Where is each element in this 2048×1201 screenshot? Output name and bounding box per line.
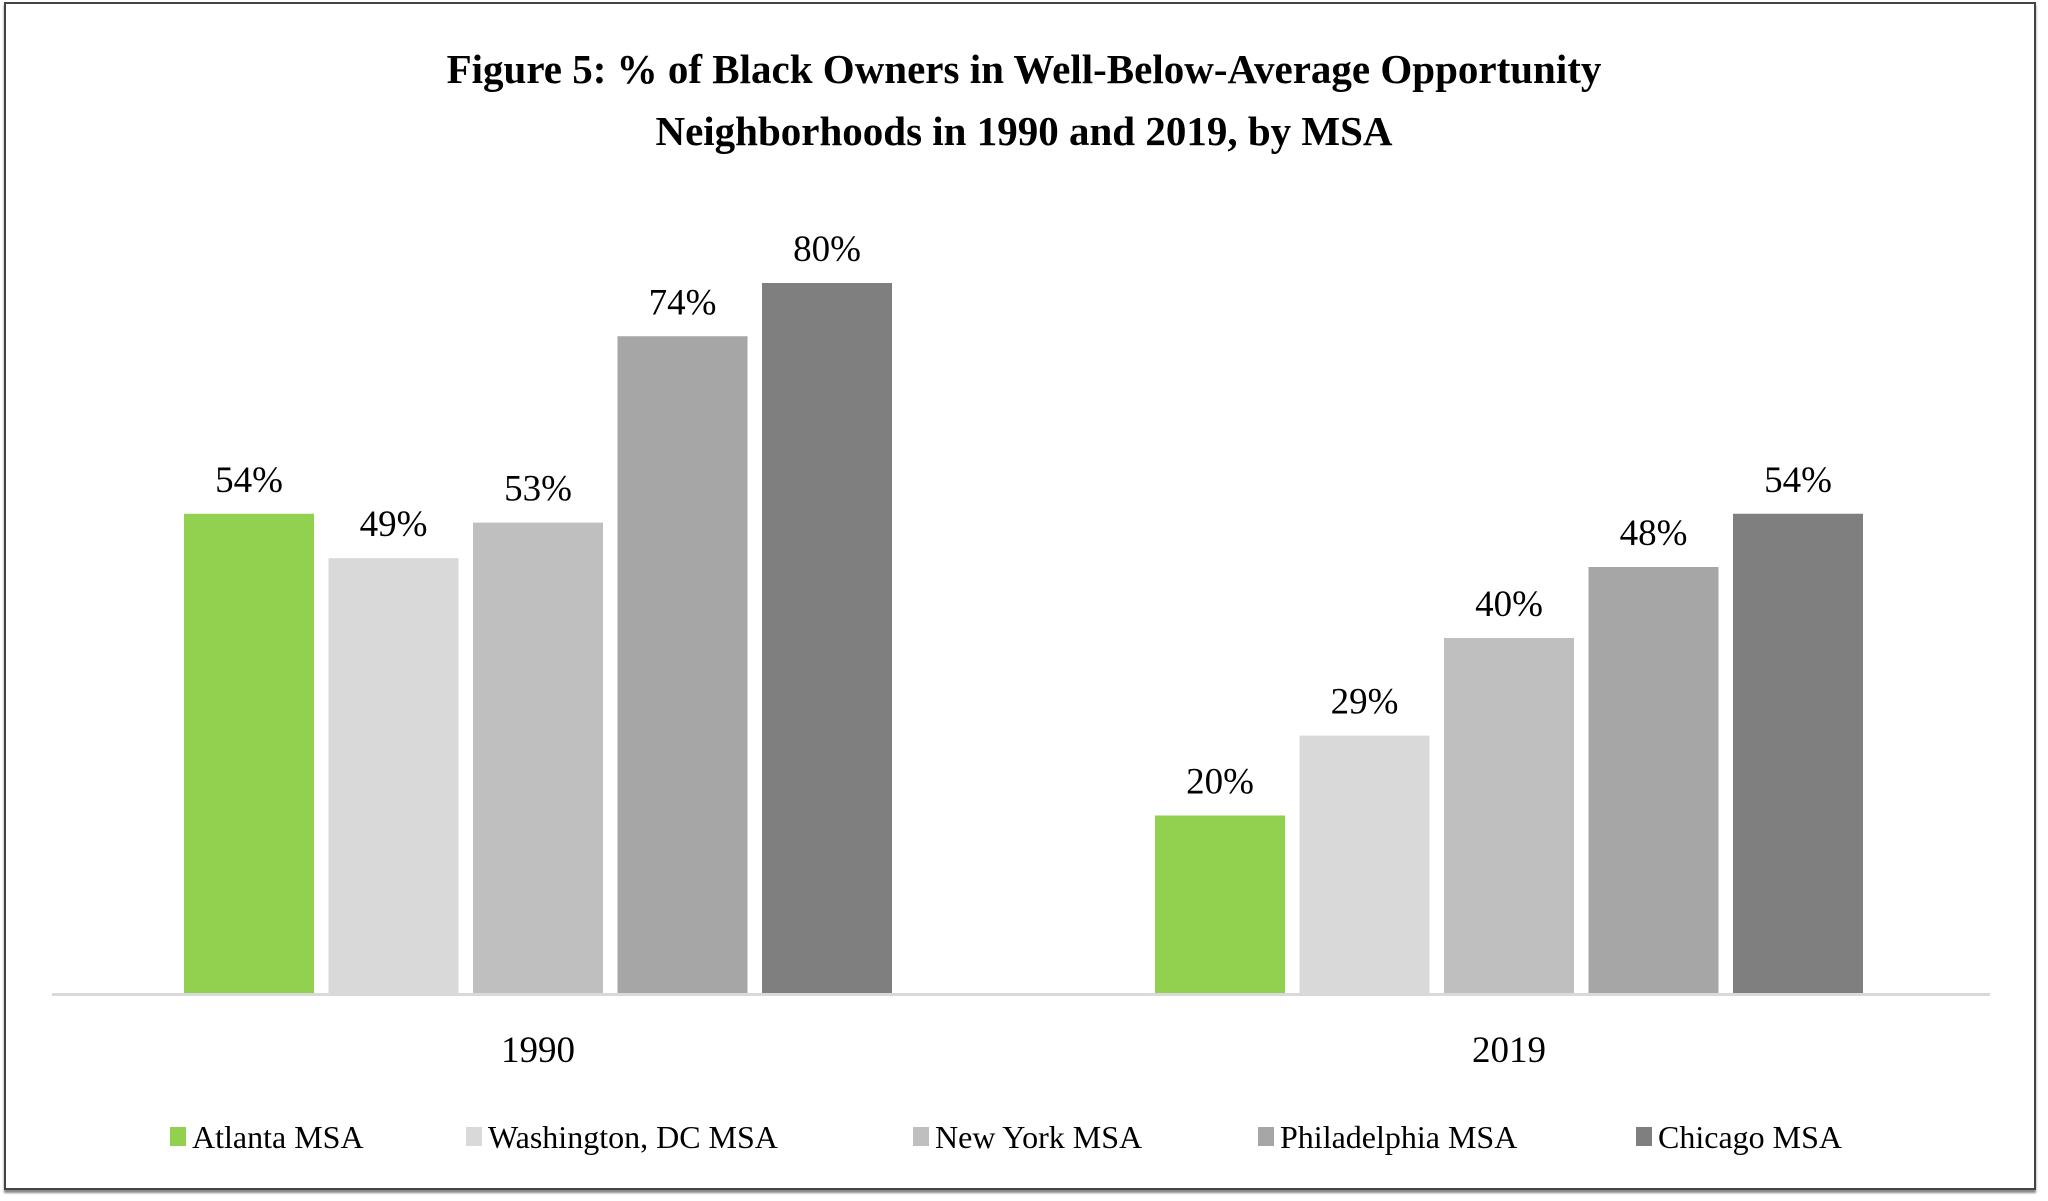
- chart-frame: [4, 2, 2036, 1190]
- data-label: 80%: [793, 229, 861, 270]
- chart-title: Figure 5: % of Black Owners in Well-Belo…: [0, 38, 2048, 162]
- legend-label: New York MSA: [935, 1119, 1142, 1155]
- bar: [1588, 567, 1719, 993]
- bar: [1733, 513, 1863, 993]
- legend-label: Philadelphia MSA: [1280, 1119, 1517, 1155]
- data-label: 20%: [1186, 762, 1254, 803]
- legend-marker: [913, 1127, 929, 1146]
- data-label: 74%: [649, 282, 717, 323]
- legend-marker: [1636, 1127, 1652, 1146]
- legend-label: Atlanta MSA: [192, 1119, 364, 1155]
- legend-marker: [1258, 1127, 1274, 1146]
- legend-marker: [466, 1127, 482, 1146]
- bar: [1444, 638, 1574, 993]
- legend-label: Chicago MSA: [1658, 1119, 1842, 1155]
- legend-marker: [170, 1127, 186, 1146]
- chart-title-line-2: Neighborhoods in 1990 and 2019, by MSA: [655, 108, 1393, 154]
- bar: [328, 558, 459, 993]
- data-label: 48%: [1620, 513, 1688, 554]
- bar: [762, 283, 892, 993]
- category-label: 2019: [1472, 1030, 1546, 1071]
- bar: [1299, 735, 1430, 993]
- data-label: 54%: [1764, 460, 1832, 501]
- data-label: 40%: [1475, 584, 1543, 625]
- legend-label: Washington, DC MSA: [488, 1119, 778, 1155]
- category-label: 1990: [501, 1030, 575, 1071]
- chart-title-line-1: Figure 5: % of Black Owners in Well-Belo…: [446, 46, 1602, 92]
- bar: [1155, 815, 1285, 993]
- data-label: 54%: [215, 460, 283, 501]
- data-label: 53%: [504, 469, 572, 510]
- bar: [473, 522, 603, 993]
- bar: [617, 336, 748, 993]
- bar: [184, 513, 314, 993]
- data-label: 29%: [1331, 682, 1399, 723]
- data-label: 49%: [360, 504, 428, 545]
